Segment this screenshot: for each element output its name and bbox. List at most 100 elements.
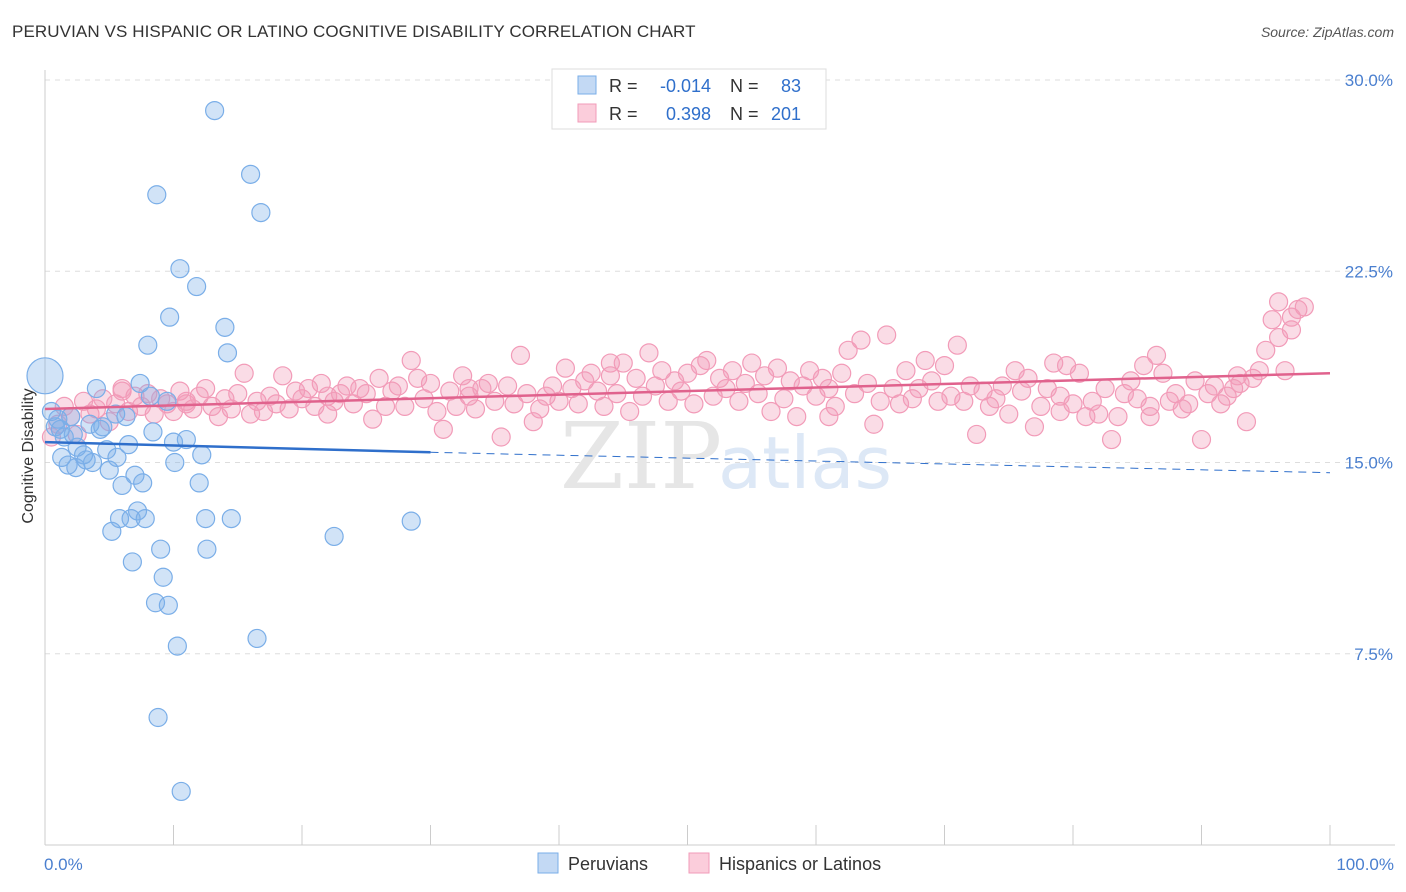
scatter-point	[967, 424, 987, 445]
scatter-point	[1191, 429, 1212, 450]
chart-title: PERUVIAN VS HISPANIC OR LATINO COGNITIVE…	[12, 22, 696, 41]
scatter-point	[350, 378, 370, 399]
scatter-point	[1275, 361, 1295, 381]
scatter-point	[626, 368, 646, 388]
scatter-point	[121, 508, 141, 529]
scatter-point	[722, 361, 743, 381]
scatter-point	[1121, 371, 1141, 391]
scatter-point	[228, 384, 248, 404]
scatter-point	[58, 455, 78, 475]
scatter-point	[189, 473, 209, 493]
scatter-point	[1140, 396, 1160, 416]
scatter-point	[356, 384, 376, 404]
scatter-point	[157, 391, 177, 411]
scatter-point	[979, 396, 1000, 416]
scatter-point	[217, 343, 238, 363]
scatter-point	[140, 386, 160, 406]
scatter-point	[960, 376, 980, 396]
scatter-point	[652, 361, 672, 381]
scatter-point	[187, 276, 207, 297]
scatter-point	[1031, 396, 1051, 416]
scatter-point	[690, 356, 710, 376]
scatter-point	[90, 419, 110, 439]
scatter-point	[363, 409, 383, 429]
scatter-point	[1018, 368, 1038, 388]
scatter-point	[517, 384, 537, 404]
y-tick-labels: 7.5% 15.0% 22.5% 30.0%	[1345, 71, 1393, 664]
scatter-point	[369, 368, 389, 388]
scatter-point	[41, 401, 62, 422]
axes	[44, 70, 1395, 846]
x-tick-label-min: 0.0%	[44, 855, 83, 874]
legend-swatch-hispanics	[688, 852, 710, 874]
scatter-point	[153, 567, 173, 587]
legend-top-swatch-peruvians	[577, 75, 597, 95]
scatter-point	[774, 389, 794, 409]
scatter-point	[196, 508, 216, 529]
legend-r-label-1: R =	[609, 76, 638, 96]
scatter-point	[148, 707, 168, 728]
scatter-point	[260, 386, 280, 406]
scatter-point	[1140, 407, 1160, 427]
legend-label-hispanics: Hispanics or Latinos	[719, 854, 881, 874]
trend-line-peruvians	[44, 440, 431, 454]
scatter-point	[1146, 345, 1167, 365]
scatter-point	[86, 378, 107, 399]
scatter-point	[555, 358, 576, 378]
scatter-point	[549, 391, 569, 411]
scatter-point	[401, 511, 421, 531]
scatter-point	[767, 358, 788, 378]
legend-label-peruvians: Peruvians	[568, 854, 648, 874]
legend-top: R = -0.014 N = 83 R = 0.398 N = 201	[551, 68, 827, 130]
scatter-point	[992, 376, 1012, 396]
scatter-point	[1243, 368, 1263, 388]
scatter-point	[433, 419, 453, 439]
legend-bottom: Peruvians Hispanics or Latinos	[537, 852, 881, 874]
y-tick-label: 15.0%	[1345, 454, 1393, 473]
scatter-point	[420, 373, 441, 394]
legend-r-label-2: R =	[609, 104, 638, 124]
scatter-point	[1134, 356, 1154, 376]
scatter-point	[1211, 394, 1231, 414]
scatter-point	[1256, 340, 1276, 360]
scatter-point	[133, 473, 153, 493]
legend-top-swatch-hispanics	[577, 103, 597, 123]
peruvian-points	[26, 100, 421, 802]
scatter-point	[247, 391, 267, 411]
legend-swatch-peruvians	[537, 852, 559, 874]
scatter-point	[729, 391, 749, 411]
scatter-point	[941, 386, 961, 406]
scatter-point	[864, 414, 884, 434]
legend-top-box	[551, 68, 827, 130]
scatter-point	[934, 356, 955, 376]
scatter-point	[170, 259, 190, 279]
source-credit: Source: ZipAtlas.com	[1260, 24, 1394, 40]
scatter-point	[459, 378, 479, 399]
x-ticks	[44, 825, 1331, 845]
scatter-point	[122, 552, 142, 572]
scatter-point	[684, 394, 704, 414]
scatter-point	[215, 317, 235, 337]
scatter-point	[600, 353, 621, 373]
scatter-point	[819, 407, 839, 427]
scatter-point	[1095, 378, 1115, 399]
scatter-point	[491, 427, 511, 447]
watermark-atlas: atlas	[718, 421, 892, 505]
scatter-point	[324, 526, 344, 547]
scatter-point	[247, 628, 267, 649]
scatter-point	[167, 636, 187, 656]
scatter-point	[192, 445, 212, 465]
watermark: ZIP atlas	[560, 403, 892, 510]
scatter-point	[241, 164, 261, 184]
scatter-point	[825, 396, 845, 416]
scatter-point	[748, 384, 768, 404]
scatter-point	[498, 376, 518, 396]
scatter-point	[947, 335, 967, 355]
scatter-point	[26, 357, 64, 395]
scatter-point	[408, 368, 428, 388]
scatter-point	[575, 371, 595, 391]
scatter-point	[1262, 310, 1282, 330]
scatter-point	[761, 401, 781, 422]
scatter-point	[1179, 394, 1199, 414]
legend-r-value-1: -0.014	[660, 76, 711, 96]
